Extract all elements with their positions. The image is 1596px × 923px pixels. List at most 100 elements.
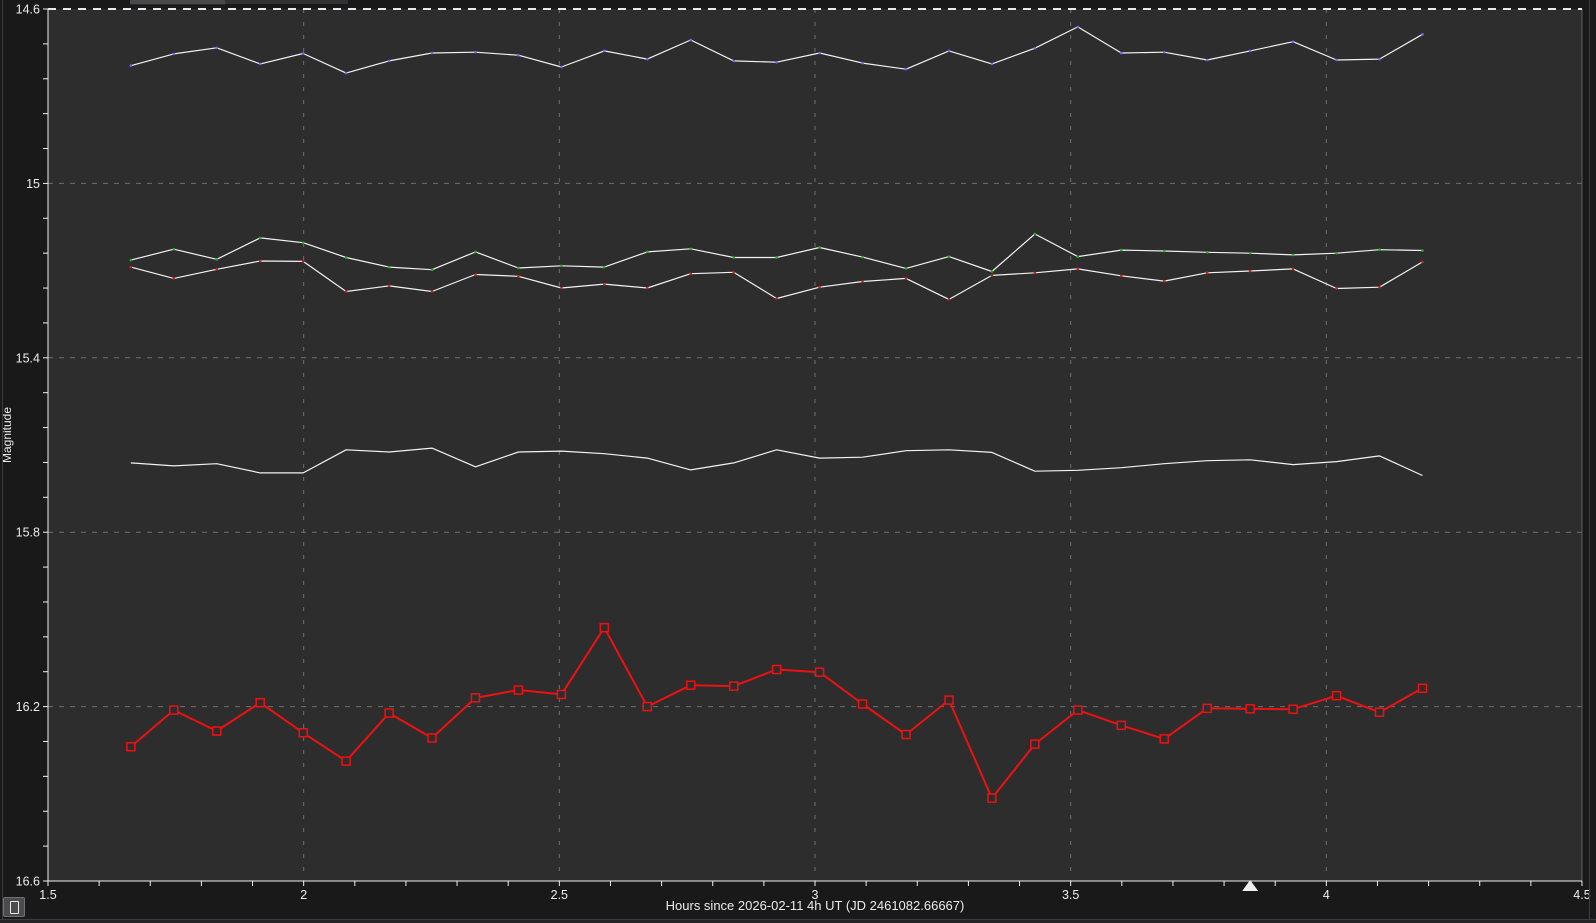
series-line <box>130 447 1423 477</box>
series-comparison-star-2-green-dots <box>129 232 1424 273</box>
data-point-square <box>1417 683 1428 694</box>
data-point-dot <box>861 280 864 283</box>
data-point-dot <box>603 265 606 269</box>
data-point-square <box>341 756 351 766</box>
data-point-dot <box>215 46 219 50</box>
data-point-square <box>1030 739 1040 749</box>
data-point-dot <box>818 51 821 55</box>
data-point-square <box>1202 703 1212 714</box>
x-axis-triangle-marker[interactable] <box>1242 880 1259 891</box>
data-point-dot <box>430 290 434 293</box>
y-axis-title: Magnitude <box>0 407 14 463</box>
data-point-dot <box>818 285 821 289</box>
data-point-dot <box>172 52 176 56</box>
data-point-dot <box>1076 25 1080 29</box>
x-tick-label: 3.5 <box>1062 888 1079 902</box>
data-point-dot <box>172 277 176 280</box>
data-point-dot <box>474 50 477 54</box>
data-point-dot <box>215 267 219 271</box>
data-point-dot <box>258 236 262 240</box>
data-point-square <box>1374 707 1385 718</box>
data-point-square <box>1288 704 1298 714</box>
window-right-edge <box>1589 0 1590 923</box>
data-point-dot <box>129 258 133 262</box>
data-point-dot <box>1119 274 1123 278</box>
data-point-square <box>728 681 739 691</box>
data-point-dot <box>1119 248 1123 252</box>
data-point-square <box>1073 705 1083 715</box>
data-point-dot <box>1335 287 1338 290</box>
annotations <box>1242 880 1259 891</box>
data-point-square <box>1331 690 1342 701</box>
data-point-dot <box>732 59 735 63</box>
data-point-square <box>255 697 265 708</box>
data-point-square <box>1245 704 1255 714</box>
data-point-dot <box>990 274 994 277</box>
window-left-edge <box>2 0 3 923</box>
data-point-dot <box>1162 50 1166 54</box>
data-point-square <box>513 685 524 695</box>
data-point-dot <box>1076 255 1080 258</box>
data-point-dot <box>1421 249 1424 252</box>
top-partial-toolbar <box>130 0 225 5</box>
window-bottom-strip <box>0 920 1596 923</box>
data-point-dot <box>947 298 951 301</box>
data-point-dot <box>560 264 563 268</box>
data-point-dot <box>1291 40 1295 43</box>
data-point-square <box>685 680 696 690</box>
data-point-dot <box>258 259 262 263</box>
data-point-dot <box>1291 253 1295 257</box>
series-comparison-star-4 <box>130 447 1423 477</box>
data-point-dot <box>172 247 176 251</box>
x-tick-label: 4 <box>1323 888 1330 902</box>
data-point-dot <box>775 297 778 300</box>
data-point-square <box>814 667 825 677</box>
data-point-dot <box>775 60 778 64</box>
data-point-dot <box>1335 251 1338 255</box>
data-point-square <box>642 701 653 712</box>
data-point-dot <box>861 255 864 259</box>
data-point-dot <box>732 256 735 259</box>
data-point-dot <box>1033 46 1037 50</box>
data-point-square <box>1116 720 1127 731</box>
data-point-dot <box>1291 267 1295 271</box>
data-point-dot <box>215 257 219 261</box>
data-point-dot <box>387 59 391 63</box>
y-tick-label: 16.6 <box>16 875 40 889</box>
series-comparison-star-1-blue-dots <box>129 25 1424 75</box>
window-bottom-edge <box>0 919 1596 920</box>
corner-button-rectangle-icon: ▯ <box>9 900 19 914</box>
data-point-dot <box>1248 269 1252 273</box>
series-comparison-star-3-red-dots <box>129 259 1424 301</box>
data-point-dot <box>1162 279 1166 283</box>
data-point-dot <box>689 247 693 251</box>
data-point-dot <box>603 49 606 53</box>
data-point-dot <box>818 246 821 249</box>
data-point-dot <box>1378 248 1381 251</box>
data-point-dot <box>430 268 434 272</box>
data-point-square <box>1159 734 1169 744</box>
corner-button[interactable]: ▯ <box>3 897 25 917</box>
data-point-square <box>211 726 222 736</box>
data-point-dot <box>517 266 520 270</box>
data-point-dot <box>904 67 908 71</box>
data-point-dot <box>990 270 994 273</box>
data-point-dot <box>645 250 649 254</box>
data-point-dot <box>387 265 391 269</box>
data-point-square <box>384 708 394 718</box>
data-point-dot <box>344 290 348 293</box>
x-tick-label: 2.5 <box>551 888 568 902</box>
data-point-dot <box>1205 271 1209 275</box>
series-target-star-red-squares <box>126 622 1428 803</box>
data-point-dot <box>732 271 735 274</box>
data-point-dot <box>344 71 348 75</box>
y-tick-label: 15.8 <box>16 526 40 540</box>
gridlines <box>48 8 1583 881</box>
data-point-dot <box>1162 249 1166 253</box>
data-point-square <box>126 741 136 752</box>
data-point-dot <box>517 274 520 278</box>
data-point-dot <box>1378 285 1381 289</box>
data-point-dot <box>689 272 693 275</box>
data-point-square <box>987 793 997 803</box>
